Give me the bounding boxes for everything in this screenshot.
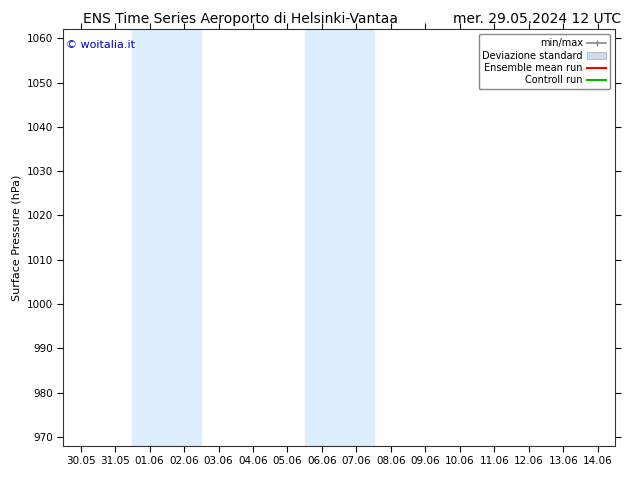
Bar xyxy=(133,29,202,446)
Y-axis label: Surface Pressure (hPa): Surface Pressure (hPa) xyxy=(11,174,21,301)
Text: © woitalia.it: © woitalia.it xyxy=(66,40,135,50)
Legend: min/max, Deviazione standard, Ensemble mean run, Controll run: min/max, Deviazione standard, Ensemble m… xyxy=(479,34,610,89)
Text: ENS Time Series Aeroporto di Helsinki-Vantaa: ENS Time Series Aeroporto di Helsinki-Va… xyxy=(84,12,398,26)
Bar xyxy=(305,29,373,446)
Text: mer. 29.05.2024 12 UTC: mer. 29.05.2024 12 UTC xyxy=(453,12,621,26)
